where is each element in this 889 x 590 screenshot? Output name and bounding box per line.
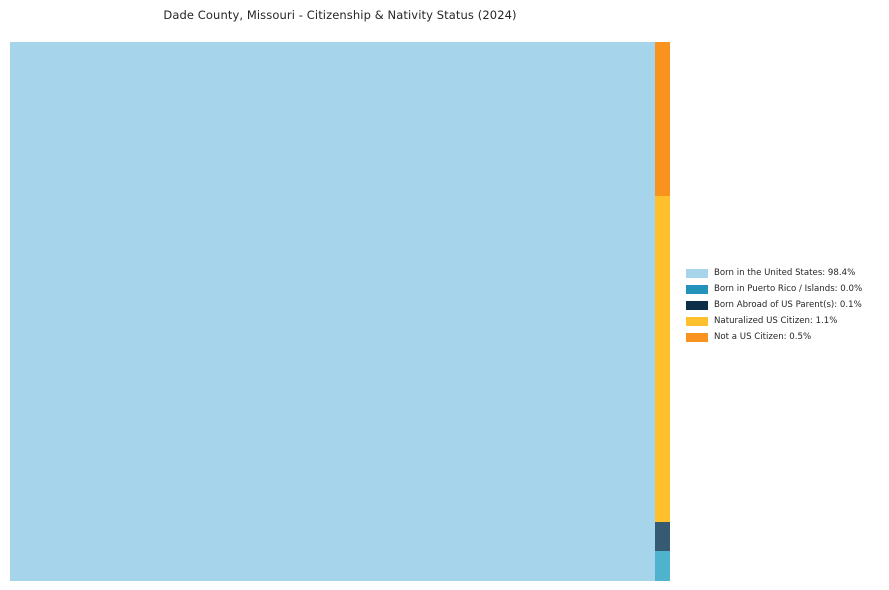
legend-item-label: Not a US Citizen: 0.5% (714, 332, 812, 342)
treemap-tile[interactable]: Born in the United States (10, 42, 655, 581)
legend-item-label: Born in the United States: 98.4% (714, 268, 856, 278)
legend-item[interactable]: Born in Puerto Rico / Islands: 0.0% (686, 281, 882, 297)
legend-color-swatch (686, 332, 708, 342)
treemap-tile[interactable]: Born Abroad of US Parent(s) (655, 522, 670, 551)
treemap-tile[interactable]: Born in Puerto Rico / Islands (655, 551, 670, 581)
legend-item[interactable]: Not a US Citizen: 0.5% (686, 329, 882, 345)
legend-item-label: Born in Puerto Rico / Islands: 0.0% (714, 284, 863, 294)
treemap-plot-area: Born in the United StatesNot a US Citize… (10, 42, 670, 581)
legend-color-swatch (686, 300, 708, 310)
treemap-tile[interactable]: Not a US Citizen (655, 42, 670, 196)
legend-item[interactable]: Naturalized US Citizen: 1.1% (686, 313, 882, 329)
legend-item[interactable]: Born in the United States: 98.4% (686, 265, 882, 281)
chart-legend: Born in the United States: 98.4% Born in … (686, 265, 882, 345)
treemap-tile[interactable]: Naturalized US Citizen (655, 196, 670, 522)
legend-item-label: Naturalized US Citizen: 1.1% (714, 316, 838, 326)
legend-item[interactable]: Born Abroad of US Parent(s): 0.1% (686, 297, 882, 313)
legend-item-label: Born Abroad of US Parent(s): 0.1% (714, 300, 862, 310)
legend-color-swatch (686, 316, 708, 326)
chart-title: Dade County, Missouri - Citizenship & Na… (163, 8, 517, 22)
legend-color-swatch (686, 284, 708, 294)
legend-color-swatch (686, 268, 708, 278)
